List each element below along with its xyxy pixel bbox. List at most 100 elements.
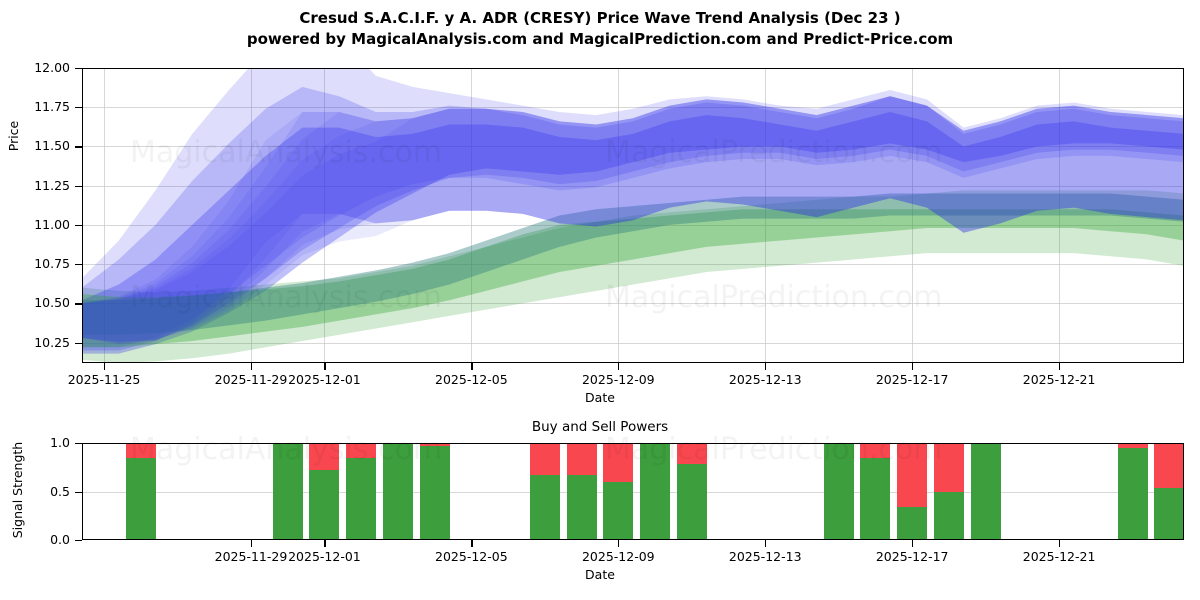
price-band-green-outer (82, 190, 1184, 363)
signal-x-tick (912, 540, 914, 547)
signal-bar[interactable] (125, 443, 156, 540)
signal-bar[interactable] (1117, 443, 1148, 540)
price-x-tick-label: 2025-12-09 (581, 372, 655, 387)
price-band-fan-4 (82, 96, 1184, 342)
signal-bar-sell-segment (860, 443, 891, 458)
price-gridline-v (1059, 68, 1061, 363)
price-x-tick-label: 2025-12-21 (1022, 372, 1096, 387)
price-gridline-h (82, 224, 1184, 226)
signal-bar-buy-segment (860, 457, 891, 540)
signal-bar-buy-segment (272, 443, 303, 540)
signal-bar[interactable] (346, 443, 377, 540)
signal-bar-sell-segment (125, 443, 156, 458)
signal-bar[interactable] (823, 443, 854, 540)
signal-bar-buy-segment (125, 457, 156, 540)
price-y-tick-label: 11.75 (34, 99, 70, 115)
signal-bar-buy-segment (933, 491, 964, 540)
price-x-tick (471, 363, 473, 370)
signal-bar-buy-segment (529, 475, 560, 540)
price-gridline-h (82, 107, 1184, 109)
price-wave-bands (82, 68, 1184, 363)
signal-bar-buy-segment (970, 443, 1001, 540)
signal-bar-buy-segment (1117, 447, 1148, 540)
signal-bar-buy-segment (566, 475, 597, 540)
price-x-tick (618, 363, 620, 370)
price-y-tick-label: 12.00 (34, 60, 70, 75)
price-x-tick (324, 363, 326, 370)
signal-x-tick-label: 2025-12-09 (581, 549, 655, 564)
signal-bar-buy-segment (676, 464, 707, 540)
price-plot-area (82, 68, 1184, 363)
chart-title-line-1: Cresud S.A.C.I.F. y A. ADR (CRESY) Price… (299, 9, 901, 27)
price-gridline-h (82, 146, 1184, 148)
price-gridline-h (82, 264, 1184, 266)
price-gridline-h (82, 303, 1184, 305)
signal-bar[interactable] (1154, 443, 1184, 540)
signal-bar-group (82, 443, 1184, 540)
page-title: Cresud S.A.C.I.F. y A. ADR (CRESY) Price… (0, 8, 1200, 50)
price-y-tick (75, 342, 82, 344)
signal-bar[interactable] (382, 443, 413, 540)
price-y-axis-label: Price (6, 120, 21, 152)
price-band-blue-mid (82, 86, 1184, 351)
signal-bar[interactable] (933, 443, 964, 540)
price-band-green-inner (82, 209, 1184, 348)
price-x-tick (912, 363, 914, 370)
signal-bar-sell-segment (603, 443, 634, 482)
signal-bar-sell-segment (1117, 443, 1148, 448)
price-x-tick-label: 2025-12-01 (288, 372, 361, 387)
signal-x-tick (765, 540, 767, 547)
price-band-blue-outer (82, 68, 1184, 348)
price-y-tick (75, 264, 82, 266)
signal-x-tick-label: 2025-11-29 (214, 549, 288, 564)
signal-bar[interactable] (566, 443, 597, 540)
price-gridline-v (618, 68, 620, 363)
signal-y-tick-label: 1.0 (50, 435, 70, 450)
price-gridline-v (471, 68, 473, 363)
price-gridline-v (912, 68, 914, 363)
price-y-tick (75, 146, 82, 148)
signal-bar-sell-segment (1154, 443, 1184, 488)
price-y-tick-label: 11.25 (34, 177, 70, 193)
price-x-tick (765, 363, 767, 370)
signal-x-tick (471, 540, 473, 547)
signal-bar[interactable] (309, 443, 340, 540)
signal-y-tick-label: 0.0 (50, 532, 70, 547)
price-x-tick-label: 2025-11-29 (214, 372, 288, 387)
price-y-tick-label: 10.75 (34, 256, 70, 272)
signal-x-tick-label: 2025-12-17 (875, 549, 949, 564)
price-band-fan-1 (82, 96, 1184, 344)
price-x-tick (1059, 363, 1061, 370)
signal-bar[interactable] (529, 443, 560, 540)
price-gridline-v (324, 68, 326, 363)
price-gridline-v (765, 68, 767, 363)
signal-bar[interactable] (639, 443, 671, 540)
signal-bar[interactable] (970, 443, 1001, 540)
price-gridline-h (82, 342, 1184, 344)
signal-x-tick (618, 540, 620, 547)
price-band-fan-0 (82, 96, 1184, 345)
signal-bar[interactable] (676, 443, 707, 540)
signal-bar[interactable] (897, 443, 928, 540)
price-gridline-v (104, 68, 106, 363)
signal-bar[interactable] (603, 443, 634, 540)
price-x-tick-label: 2025-12-05 (435, 372, 508, 387)
signal-bar-buy-segment (897, 507, 928, 540)
signal-bar-buy-segment (346, 457, 377, 540)
price-band-fan-3 (82, 96, 1184, 343)
signal-x-tick-label: 2025-12-21 (1022, 549, 1096, 564)
signal-y-tick-label: 0.5 (50, 483, 70, 499)
signal-bar-sell-segment (897, 443, 928, 508)
signal-bar[interactable] (272, 443, 303, 540)
signal-bar-buy-segment (639, 443, 671, 540)
signal-bar-buy-segment (382, 443, 413, 540)
price-x-tick-label: 2025-11-25 (67, 372, 141, 387)
signal-x-tick-label: 2025-12-01 (288, 549, 361, 564)
price-band-blue-inner (82, 111, 1184, 354)
signal-bar[interactable] (860, 443, 891, 540)
price-band-fan-2 (82, 96, 1184, 343)
signal-bar[interactable] (419, 443, 450, 540)
signal-bar-buy-segment (823, 443, 854, 540)
price-y-tick-label: 11.50 (34, 138, 70, 154)
